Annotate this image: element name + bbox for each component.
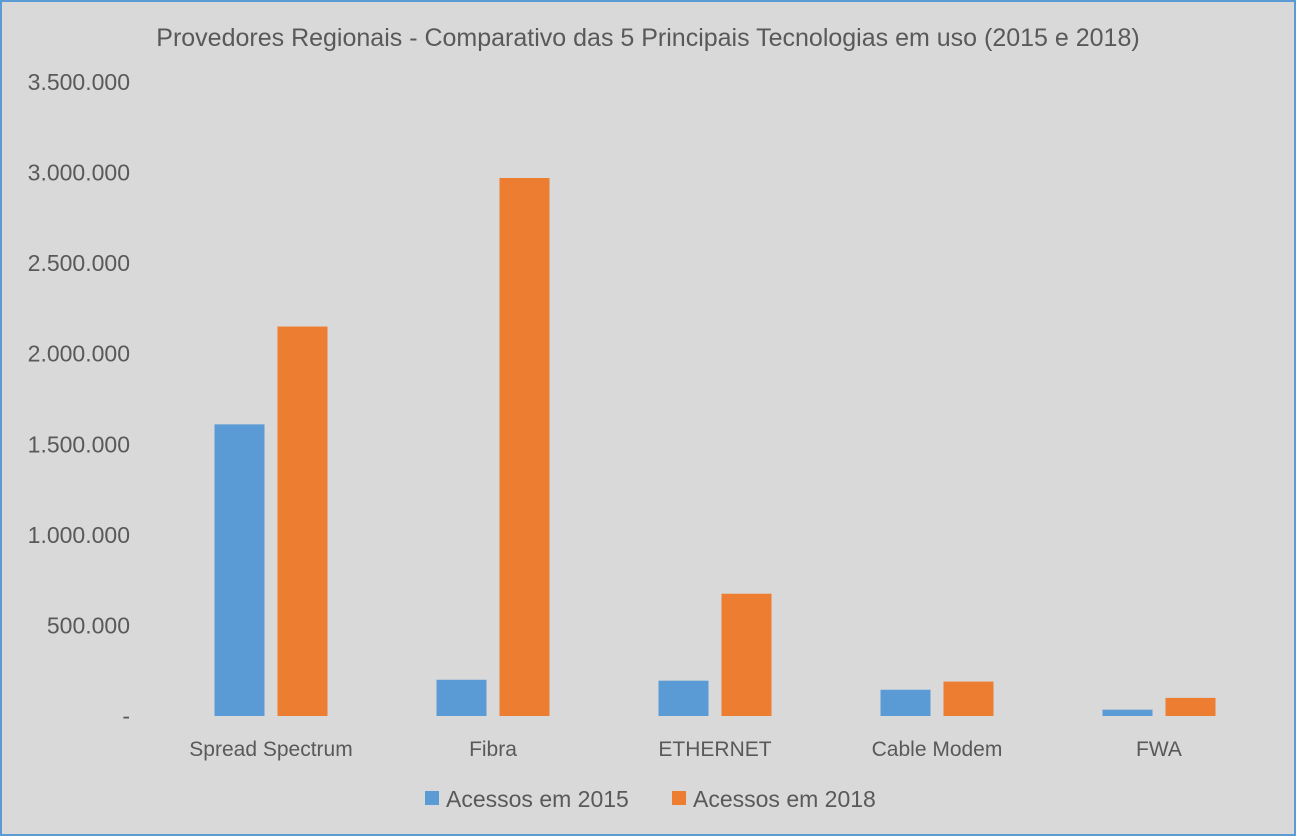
bar-2018 <box>499 178 550 716</box>
bar-2015 <box>1102 709 1153 716</box>
legend-label: Acessos em 2015 <box>446 786 629 812</box>
chart-title: Provedores Regionais - Comparativo das 5… <box>156 24 1139 52</box>
x-category-label: Spread Spectrum <box>189 738 352 761</box>
y-tick-label: 1.500.000 <box>28 431 130 457</box>
legend-swatch <box>672 791 686 805</box>
bar-2015 <box>436 679 487 716</box>
y-tick-label: 3.500.000 <box>28 69 130 95</box>
y-tick-label: 2.500.000 <box>28 250 130 276</box>
y-axis: - 500.000 1.000.000 1.500.000 2.000.000 2.500… <box>28 69 130 729</box>
y-tick-label: 500.000 <box>47 612 130 638</box>
legend: Acessos em 2015 Acessos em 2018 <box>425 786 876 812</box>
x-category-label: ETHERNET <box>658 738 771 761</box>
bar-2015 <box>214 424 265 716</box>
bar-2015 <box>880 689 931 716</box>
bar-2018 <box>1165 697 1216 716</box>
bars <box>214 178 1216 716</box>
y-tick-label: 1.000.000 <box>28 522 130 548</box>
y-tick-label: 2.000.000 <box>28 341 130 367</box>
y-tick-label: - <box>122 703 130 729</box>
bar-2018 <box>721 593 772 716</box>
bar-2015 <box>658 680 709 716</box>
x-category-label: Cable Modem <box>872 738 1003 761</box>
bar-2018 <box>277 326 328 716</box>
y-tick-label: 3.000.000 <box>28 160 130 186</box>
legend-label: Acessos em 2018 <box>693 786 876 812</box>
x-category-label: FWA <box>1136 738 1182 761</box>
x-category-label: Fibra <box>469 738 517 761</box>
x-axis: Spread Spectrum Fibra ETHERNET Cable Modem F… <box>189 738 1182 761</box>
legend-swatch <box>425 791 439 805</box>
bar-2018 <box>943 681 994 716</box>
